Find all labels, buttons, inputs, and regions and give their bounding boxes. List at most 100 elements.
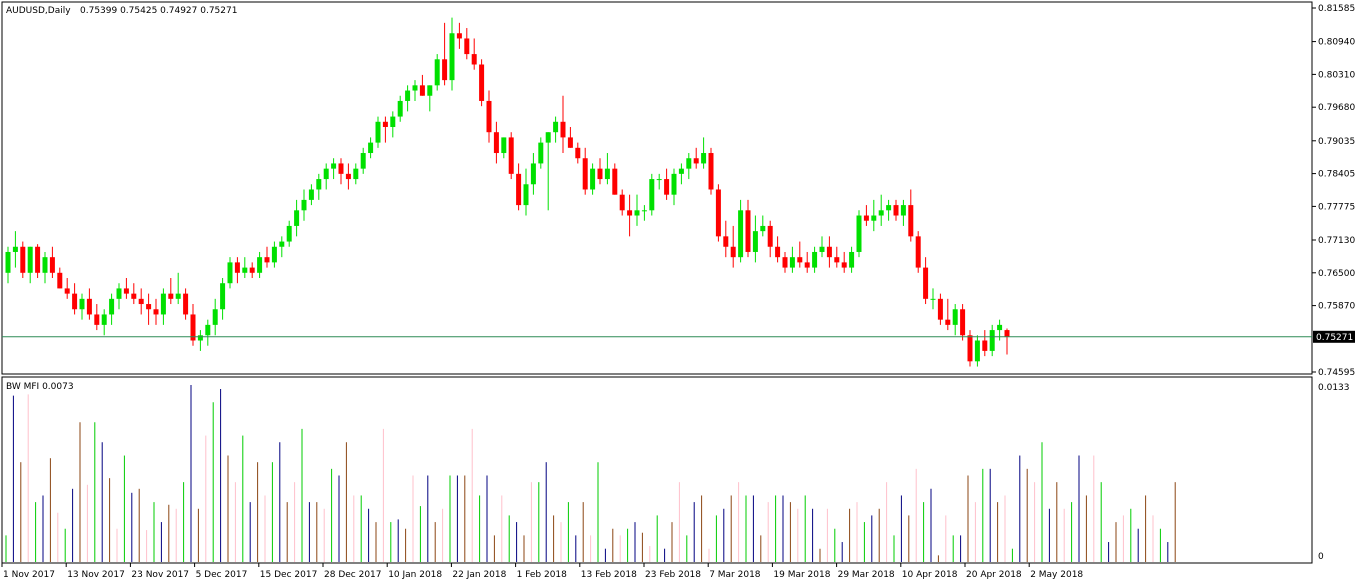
candle-body xyxy=(612,168,618,195)
price-tick-label: 0.74595 xyxy=(1318,368,1355,378)
candle-body xyxy=(641,210,647,212)
candle-body xyxy=(834,257,840,263)
time-tick-label: 28 Dec 2017 xyxy=(324,570,382,580)
price-tick-label: 0.77775 xyxy=(1318,202,1355,212)
candle-body xyxy=(153,309,159,315)
candle-body xyxy=(479,64,485,101)
candle-body xyxy=(471,54,477,65)
price-tick-label: 0.76500 xyxy=(1318,269,1355,279)
price-tick-label: 0.80310 xyxy=(1318,70,1355,80)
candle-body xyxy=(419,85,425,96)
candle-body xyxy=(175,293,181,299)
candle-body xyxy=(886,205,892,211)
ohlc-readout: 0.75399 0.75425 0.74927 0.75271 xyxy=(80,6,237,16)
candle-body xyxy=(101,314,107,325)
candle-body xyxy=(745,210,751,252)
candle-body xyxy=(767,225,773,247)
candle-body xyxy=(368,142,374,154)
candle-body xyxy=(5,251,11,273)
candle-body xyxy=(72,293,78,310)
candle-body xyxy=(286,225,292,242)
candle-body xyxy=(634,210,640,216)
candle-body xyxy=(94,314,100,325)
time-tick-label: 1 Nov 2017 xyxy=(3,570,55,580)
price-tick-label: 0.75870 xyxy=(1318,302,1355,312)
candle-body xyxy=(826,246,832,258)
candle-body xyxy=(878,210,884,216)
candle-body xyxy=(553,121,559,133)
candle-body xyxy=(708,153,714,190)
candle-body xyxy=(35,246,41,273)
candle-body xyxy=(530,163,536,185)
candle-body xyxy=(493,132,499,154)
candle-body xyxy=(804,262,810,268)
candle-body xyxy=(449,33,455,81)
price-axis: 0.81585 0.80940 0.80310 0.79680 0.79035 0.784… xyxy=(1312,4,1355,378)
candle-body xyxy=(197,335,203,341)
candle-body xyxy=(353,168,359,180)
candle-body xyxy=(249,267,255,273)
candle-body xyxy=(900,205,906,216)
candle-body xyxy=(945,319,951,325)
price-tick-label: 0.81585 xyxy=(1318,4,1355,14)
price-tick-label: 0.77130 xyxy=(1318,236,1355,246)
price-tick-label: 0.79680 xyxy=(1318,103,1355,113)
candle-body xyxy=(323,168,329,180)
candle-body xyxy=(227,262,233,284)
candle-body xyxy=(212,309,218,325)
candle-body xyxy=(190,314,196,341)
candle-body xyxy=(279,241,285,247)
price-tick-label: 0.78405 xyxy=(1318,170,1355,180)
candle-body xyxy=(316,179,322,190)
time-tick-label: 5 Dec 2017 xyxy=(196,570,248,580)
candle-body xyxy=(619,194,625,211)
candle-body xyxy=(560,121,566,138)
candle-body xyxy=(871,215,877,221)
candle-body xyxy=(523,184,529,206)
candle-body xyxy=(338,163,344,174)
candle-body xyxy=(427,85,433,96)
candle-body xyxy=(501,137,507,154)
candle-body xyxy=(412,85,418,91)
candle-body xyxy=(242,267,248,273)
candle-body xyxy=(464,38,470,55)
candle-body xyxy=(760,225,766,232)
candle-body xyxy=(982,340,988,351)
indicator-zero-label: 0 xyxy=(1318,552,1324,562)
candle-body xyxy=(42,257,48,273)
candle-body xyxy=(434,59,440,86)
candle-body xyxy=(345,173,351,180)
price-tick-label: 0.79035 xyxy=(1318,137,1355,147)
candle-body xyxy=(819,246,825,252)
candle-body xyxy=(308,189,314,200)
candle-body xyxy=(86,298,92,315)
candle-body xyxy=(590,168,596,190)
candle-body xyxy=(397,100,403,117)
candle-body xyxy=(841,262,847,268)
candle-body xyxy=(27,246,33,273)
time-tick-label: 29 Mar 2018 xyxy=(838,570,895,580)
candle-body xyxy=(649,179,655,211)
mfi-bars-group xyxy=(5,385,1176,562)
candle-body xyxy=(812,251,818,268)
candle-body xyxy=(738,210,744,258)
indicator-title: BW MFI 0.0073 xyxy=(6,382,74,392)
candle-body xyxy=(930,298,936,300)
candle-body xyxy=(997,324,1003,331)
candle-body xyxy=(183,293,189,315)
price-tick-label: 0.80940 xyxy=(1318,38,1355,48)
candle-body xyxy=(1004,330,1010,337)
candle-body xyxy=(234,262,240,273)
candle-body xyxy=(116,288,122,299)
candle-body xyxy=(79,298,85,310)
time-tick-label: 23 Feb 2018 xyxy=(645,570,701,580)
candle-body xyxy=(723,236,729,247)
candle-body xyxy=(678,168,684,174)
candle-body xyxy=(49,257,55,273)
candle-body xyxy=(405,90,411,101)
candle-body xyxy=(686,158,692,169)
candle-body xyxy=(937,298,943,320)
candle-body xyxy=(538,142,544,164)
candle-body xyxy=(863,215,869,221)
